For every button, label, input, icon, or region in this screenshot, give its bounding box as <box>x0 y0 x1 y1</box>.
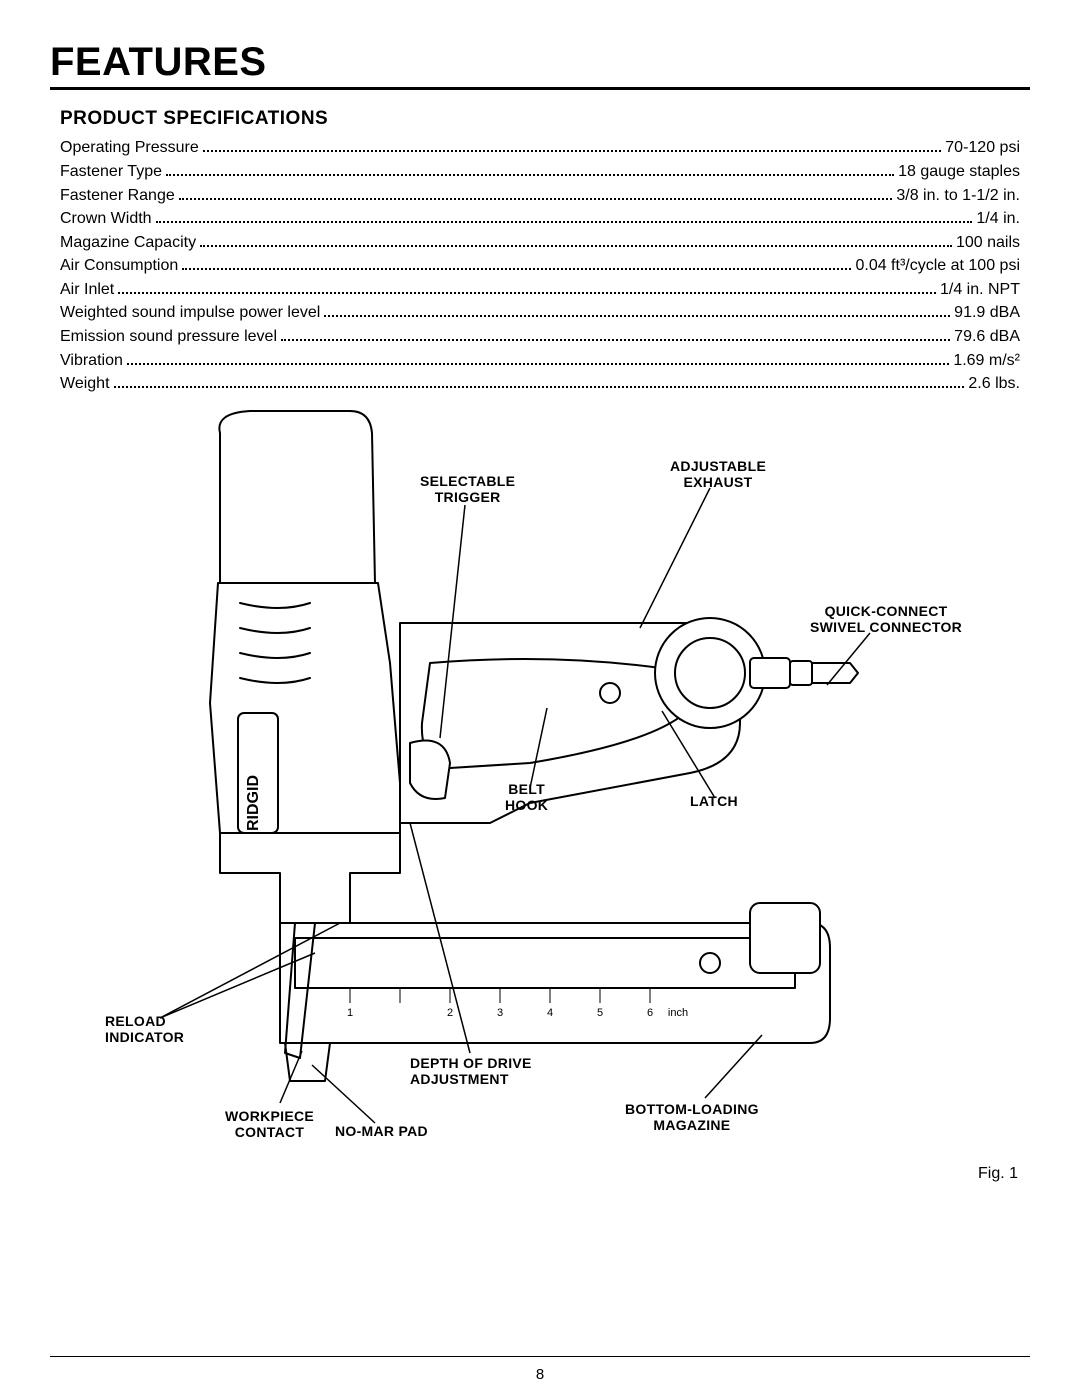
spec-row: Air Consumption 0.04 ft³/cycle at 100 ps… <box>60 254 1020 278</box>
spec-row: Operating Pressure 70-120 psi <box>60 136 1020 160</box>
spec-dots <box>200 230 952 246</box>
svg-text:1: 1 <box>347 1007 353 1019</box>
spec-dots <box>127 348 949 364</box>
spec-label: Magazine Capacity <box>60 231 196 254</box>
svg-text:2: 2 <box>447 1007 453 1019</box>
spec-value: 100 nails <box>956 231 1020 254</box>
callout-bottom-loading-magazine: BOTTOM-LOADINGMAGAZINE <box>625 1101 759 1133</box>
footer-rule <box>50 1356 1030 1357</box>
spec-value: 1.69 m/s² <box>953 349 1020 372</box>
spec-label: Fastener Type <box>60 160 162 183</box>
svg-text:6: 6 <box>647 1007 653 1019</box>
callout-no-mar-pad: NO-MAR PAD <box>335 1123 428 1139</box>
callout-adjustable-exhaust: ADJUSTABLEEXHAUST <box>670 458 766 490</box>
manual-page: FEATURES PRODUCT SPECIFICATIONS Operatin… <box>0 0 1080 1397</box>
spec-value: 2.6 lbs. <box>968 372 1020 395</box>
spec-dots <box>156 207 973 223</box>
spec-label: Air Inlet <box>60 278 114 301</box>
spec-row: Air Inlet 1/4 in. NPT <box>60 277 1020 301</box>
spec-row: Fastener Type 18 gauge staples <box>60 160 1020 184</box>
svg-text:inch: inch <box>668 1007 688 1019</box>
spec-label: Weighted sound impulse power level <box>60 301 320 324</box>
spec-row: Fastener Range 3/8 in. to 1-1/2 in. <box>60 183 1020 207</box>
spec-dots <box>166 160 894 176</box>
spec-dots <box>203 136 942 152</box>
svg-text:5: 5 <box>597 1007 603 1019</box>
callout-depth-of-drive: DEPTH OF DRIVEADJUSTMENT <box>410 1055 532 1087</box>
spec-dots <box>179 183 893 199</box>
spec-value: 91.9 dBA <box>954 301 1020 324</box>
brand-label: RIDGID <box>245 775 262 831</box>
spec-value: 70-120 psi <box>945 136 1020 159</box>
callout-selectable-trigger: SELECTABLETRIGGER <box>420 473 515 505</box>
page-number: 8 <box>0 1366 1080 1383</box>
spec-dots <box>114 372 965 388</box>
callout-workpiece-contact: WORKPIECECONTACT <box>225 1108 314 1140</box>
spec-subheading: PRODUCT SPECIFICATIONS <box>60 108 1030 130</box>
feature-diagram: RIDGID 1 2 3 4 5 6 inch SELECT <box>50 403 1030 1203</box>
spec-list: Operating Pressure 70-120 psi Fastener T… <box>60 136 1020 395</box>
spec-label: Vibration <box>60 349 123 372</box>
callout-quick-connect: QUICK-CONNECTSWIVEL CONNECTOR <box>810 603 962 635</box>
spec-value: 18 gauge staples <box>898 160 1020 183</box>
spec-label: Operating Pressure <box>60 136 199 159</box>
figure-caption: Fig. 1 <box>978 1165 1018 1183</box>
svg-text:4: 4 <box>547 1007 553 1019</box>
section-title: FEATURES <box>50 40 1030 90</box>
spec-label: Emission sound pressure level <box>60 325 277 348</box>
spec-value: 0.04 ft³/cycle at 100 psi <box>855 254 1020 277</box>
spec-dots <box>324 301 950 317</box>
spec-label: Air Consumption <box>60 254 178 277</box>
callout-belt-hook: BELTHOOK <box>505 781 548 813</box>
spec-dots <box>281 325 950 341</box>
spec-dots <box>118 277 936 293</box>
spec-label: Crown Width <box>60 207 152 230</box>
callout-reload-indicator: RELOADINDICATOR <box>105 1013 184 1045</box>
spec-label: Fastener Range <box>60 184 175 207</box>
spec-dots <box>182 254 851 270</box>
spec-row: Emission sound pressure level 79.6 dBA <box>60 325 1020 349</box>
spec-row: Magazine Capacity 100 nails <box>60 230 1020 254</box>
callout-latch: LATCH <box>690 793 738 809</box>
spec-value: 3/8 in. to 1-1/2 in. <box>896 184 1020 207</box>
spec-value: 79.6 dBA <box>954 325 1020 348</box>
spec-row: Weight 2.6 lbs. <box>60 372 1020 396</box>
spec-label: Weight <box>60 372 110 395</box>
spec-value: 1/4 in. NPT <box>940 278 1020 301</box>
svg-text:3: 3 <box>497 1007 503 1019</box>
spec-row: Crown Width 1/4 in. <box>60 207 1020 231</box>
spec-row: Weighted sound impulse power level 91.9 … <box>60 301 1020 325</box>
spec-value: 1/4 in. <box>976 207 1020 230</box>
spec-row: Vibration 1.69 m/s² <box>60 348 1020 372</box>
